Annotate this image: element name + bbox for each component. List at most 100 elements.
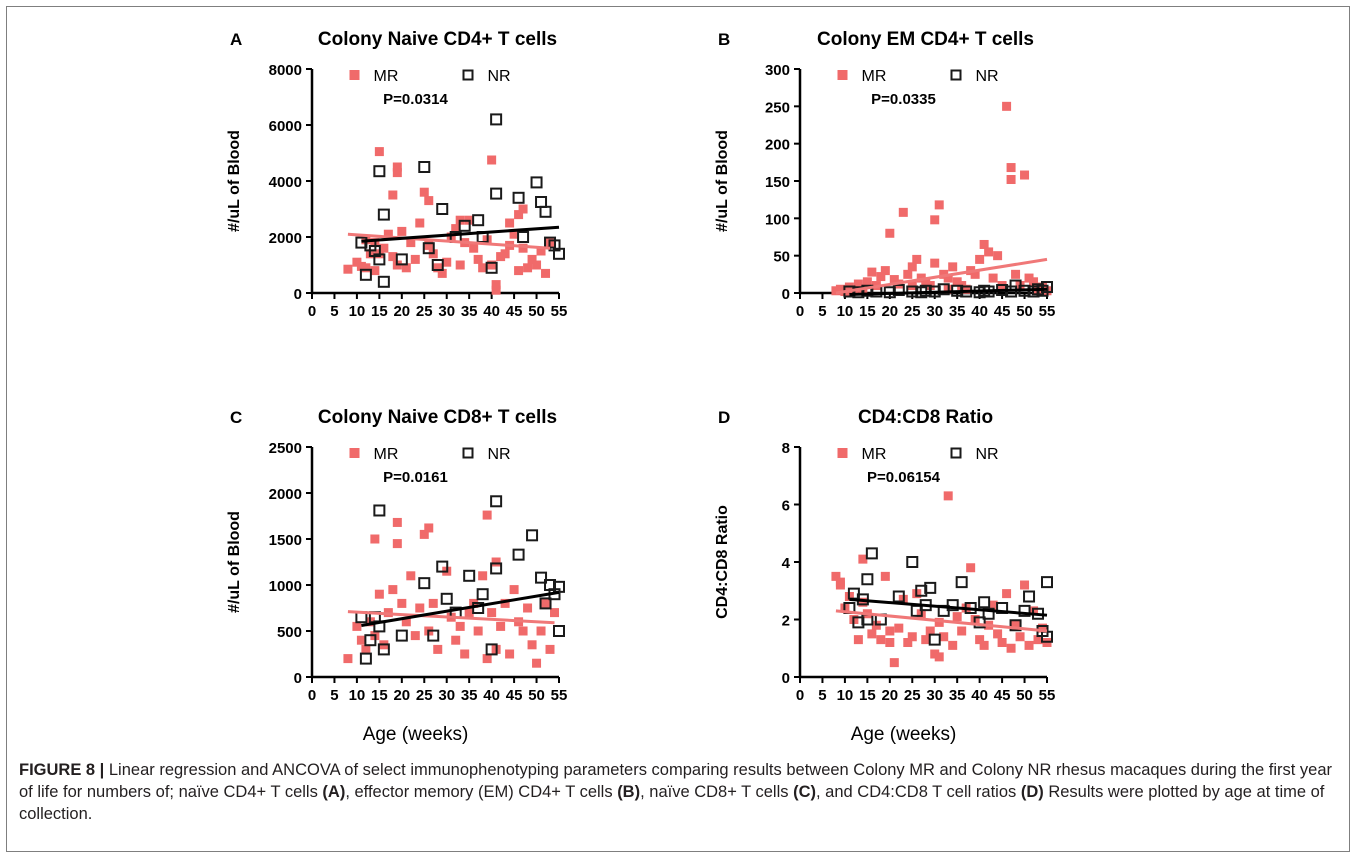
panel-title: Colony Naive CD8+ T cells: [318, 407, 557, 428]
x-tick-label: 10: [349, 687, 366, 704]
nr-point: [436, 560, 449, 573]
nr-regression-line: [849, 597, 1048, 617]
nr-point: [517, 231, 530, 243]
mr-point: [455, 260, 465, 270]
mr-point: [943, 491, 953, 501]
mr-point: [997, 638, 1007, 647]
mr-point: [464, 608, 474, 618]
x-tick-label: 55: [551, 687, 568, 704]
nr-point: [530, 176, 543, 189]
mr-point: [505, 218, 515, 228]
legend-marker-nr: [462, 447, 474, 459]
caption-ref-a: (A): [322, 783, 346, 801]
mr-point: [1006, 643, 1016, 653]
nr-point: [1041, 281, 1053, 294]
mr-point: [419, 529, 429, 539]
x-tick-label: 50: [1016, 303, 1033, 320]
nr-point: [364, 634, 377, 647]
nr-point: [355, 236, 368, 249]
mr-point: [943, 273, 953, 283]
mr-point: [509, 585, 519, 595]
x-tick-label: 50: [528, 303, 545, 320]
y-tick-label: 6000: [269, 118, 302, 135]
nr-point: [852, 616, 865, 629]
nr-point: [906, 556, 919, 568]
nr-point: [436, 203, 449, 215]
nr-point: [463, 569, 476, 582]
mr-point: [415, 218, 425, 228]
x-tick-label: 45: [994, 303, 1011, 320]
mr-point: [975, 635, 985, 645]
mr-point: [496, 621, 506, 631]
mr-point: [509, 229, 519, 239]
mr-point: [469, 243, 479, 253]
mr-point: [930, 215, 940, 225]
mr-point: [1011, 269, 1021, 279]
legend-label-nr: NR: [976, 446, 999, 463]
nr-point: [377, 643, 390, 656]
x-tick-label: 0: [308, 303, 316, 320]
mr-point: [867, 267, 877, 277]
mr-point: [536, 246, 546, 256]
nr-regression-line: [361, 225, 560, 243]
mr-point: [397, 226, 407, 236]
mr-point: [993, 251, 1003, 261]
mr-point: [379, 243, 389, 253]
mr-point: [858, 597, 868, 607]
x-tick-label: 25: [904, 303, 921, 320]
mr-point: [907, 262, 917, 272]
mr-point: [545, 644, 555, 654]
y-tick-label: 0: [294, 670, 302, 687]
y-axis-label: #/uL of Blood: [714, 130, 731, 232]
x-tick-label: 5: [818, 687, 826, 704]
nr-point: [373, 165, 386, 178]
mr-point: [889, 658, 899, 668]
mr-point: [424, 240, 434, 250]
x-tick-label: 20: [881, 687, 898, 704]
mr-point: [433, 644, 443, 654]
y-tick-label: 150: [765, 174, 790, 191]
nr-point: [377, 208, 390, 221]
nr-point: [852, 286, 865, 299]
legend-marker-nr: [462, 69, 474, 81]
p-value-annotation: P=0.06154: [867, 469, 941, 486]
y-tick-label: 2500: [269, 440, 302, 457]
mr-point: [482, 654, 492, 664]
legend-marker-mr: [837, 448, 848, 458]
caption-text-2: , effector memory (EM) CD4+ T cells: [345, 783, 618, 801]
nr-point: [892, 284, 905, 297]
mr-point: [410, 254, 420, 264]
panel-letter: C: [230, 408, 242, 427]
x-tick-label: 15: [859, 687, 876, 704]
y-tick-label: 100: [765, 211, 790, 228]
nr-point: [440, 592, 453, 605]
mr-point: [1038, 623, 1048, 633]
x-tick-label: 45: [506, 687, 523, 704]
nr-point: [892, 590, 905, 603]
y-tick-label: 8000: [269, 62, 302, 79]
mr-point: [392, 162, 402, 172]
nr-point: [526, 529, 539, 542]
nr-point: [535, 196, 548, 208]
x-tick-label: 25: [904, 687, 921, 704]
x-tick-label: 30: [926, 303, 943, 320]
y-tick-label: 0: [782, 670, 790, 687]
mr-point: [518, 204, 528, 214]
mr-point: [1020, 170, 1030, 180]
mr-point: [894, 623, 904, 633]
x-tick-label: 35: [461, 687, 478, 704]
nr-point: [861, 284, 874, 297]
x-tick-label: 40: [483, 687, 500, 704]
figure-caption: FIGURE 8 | Linear regression and ANCOVA …: [19, 759, 1339, 825]
panel-letter: B: [718, 30, 730, 49]
mr-point: [527, 640, 537, 650]
nr-point: [919, 284, 932, 297]
y-tick-label: 8: [782, 440, 790, 457]
nr-point: [946, 599, 959, 612]
y-tick-label: 0: [294, 286, 302, 303]
y-tick-label: 1000: [269, 578, 302, 595]
mr-point: [487, 155, 497, 165]
x-tick-label: 35: [949, 687, 966, 704]
mr-point: [835, 580, 845, 590]
